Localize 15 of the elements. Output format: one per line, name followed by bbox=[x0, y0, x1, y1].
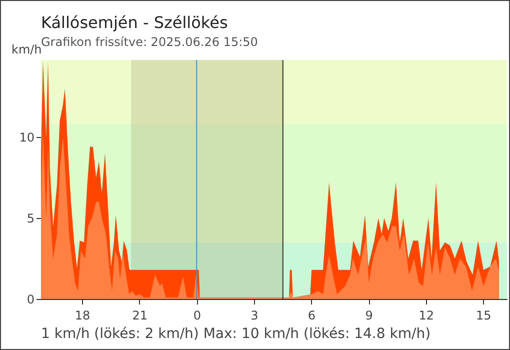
text: 1 km/h (lökés: 2 km/h) Max: 10 km/h (lökés: 14.8 km/h) bbox=[41, 326, 431, 342]
chart-subtitle: Grafikon frissítve: 2025.06.26 15:50 bbox=[41, 35, 258, 49]
chart-title: Kállósemjén - Széllökés bbox=[41, 13, 228, 32]
y-tick-label: 0 bbox=[26, 292, 34, 306]
x-tick-label: 18 bbox=[74, 308, 90, 322]
x-tick-label: 12 bbox=[418, 308, 434, 322]
y-tick-label: 5 bbox=[26, 211, 34, 226]
y-axis-title: km/h bbox=[12, 42, 42, 56]
x-tick-label: 9 bbox=[365, 308, 373, 322]
x-tick-label: 15 bbox=[476, 308, 492, 322]
y-tick-label: 10 bbox=[19, 130, 34, 144]
x-tick-label: 6 bbox=[308, 308, 316, 322]
x-tick-label: 21 bbox=[132, 308, 148, 322]
x-tick-label: 3 bbox=[250, 308, 258, 322]
x-tick-label: 0 bbox=[193, 308, 201, 322]
